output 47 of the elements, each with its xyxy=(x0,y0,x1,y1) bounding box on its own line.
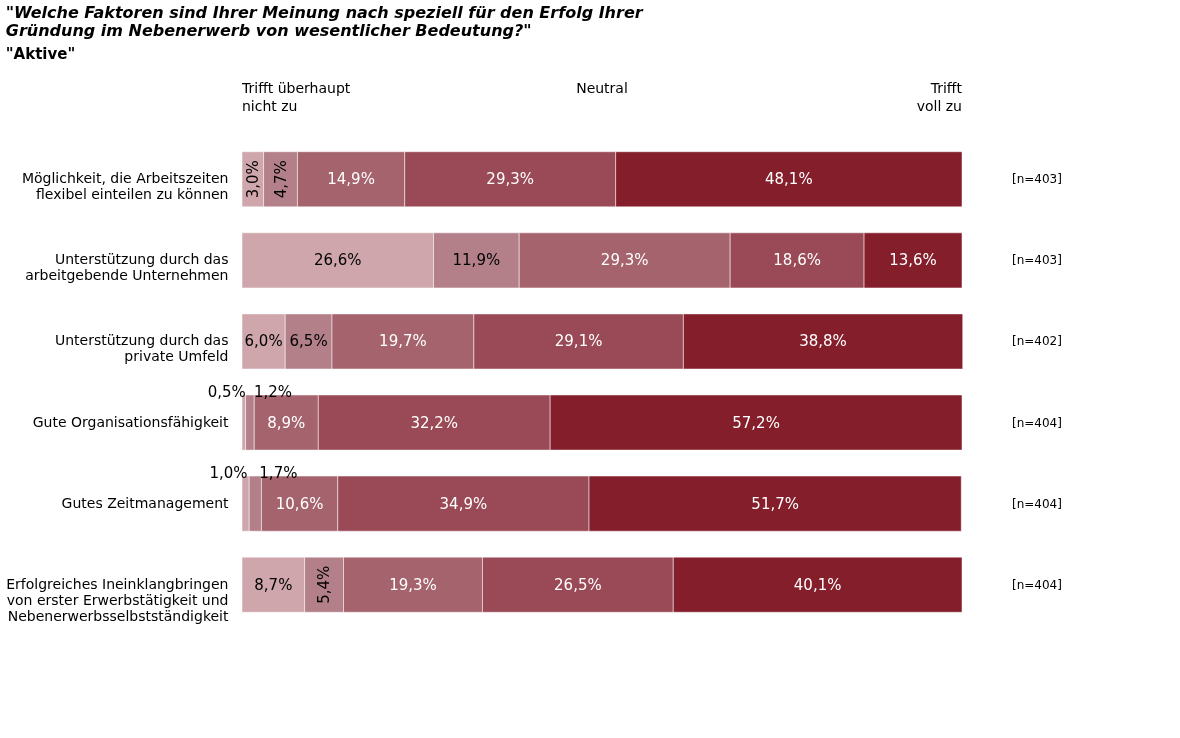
text: [n=403] xyxy=(1012,253,1062,268)
data-label: 3,0% xyxy=(243,160,262,199)
data-label: 29,3% xyxy=(486,170,535,189)
data-label: 1,7% xyxy=(259,463,298,482)
text: Trifft überhaupt nicht zu xyxy=(241,80,351,114)
data-label: 5,4% xyxy=(315,565,334,604)
data-label: 1,2% xyxy=(253,382,293,401)
data-label: 14,9% xyxy=(327,170,375,189)
text: Neutral xyxy=(576,80,628,96)
data-label: 4,7% xyxy=(271,160,290,199)
data-label: 57,2% xyxy=(732,413,780,432)
data-label: 6,5% xyxy=(289,332,328,351)
text: [n=404] xyxy=(1012,496,1062,511)
text: "Aktive" xyxy=(5,45,76,63)
text: Trifft voll zu xyxy=(916,80,963,114)
data-label: 10,6% xyxy=(275,494,324,513)
data-label: 48,1% xyxy=(765,170,813,189)
data-label: 13,6% xyxy=(889,251,937,270)
data-label: 29,3% xyxy=(600,251,649,270)
data-label: 19,7% xyxy=(379,332,427,351)
data-label: 18,6% xyxy=(773,251,821,270)
y-tick-label: Unterstützung durch das private Umfeld xyxy=(54,332,229,365)
y-tick-label: Gute Organisationsfähigkeit xyxy=(32,413,229,430)
data-label: 26,5% xyxy=(554,575,602,594)
chart-title: "Welche Faktoren sind Ihrer Meinung nach speziell für den Erfolg Ihrer Gründung im Nebenerwerb von wesentlicher Bedeutung?" xyxy=(5,3,644,40)
text: [n=403] xyxy=(1012,172,1062,187)
data-label: 29,1% xyxy=(554,332,603,351)
y-tick-label: Erfolgreiches Ineinklangbringen von erster Erwerbstätigkeit und Nebenerwerbsselbstständigkeit xyxy=(6,575,230,624)
data-label: 1,0% xyxy=(209,463,248,482)
y-tick-label: Unterstützung durch das arbeitgebende Unternehmen xyxy=(25,251,229,284)
data-label: 51,7% xyxy=(751,494,799,513)
text: [n=402] xyxy=(1012,334,1062,349)
data-label: 8,9% xyxy=(267,413,306,432)
y-tick-label: Möglichkeit, die Arbeitszeiten flexibel einteilen zu können xyxy=(21,170,229,203)
data-label: 26,6% xyxy=(313,251,362,270)
data-label: 0,5% xyxy=(207,382,246,401)
data-label: 38,8% xyxy=(799,332,847,351)
y-tick-label: Gutes Zeitmanagement xyxy=(61,494,230,511)
data-label: 34,9% xyxy=(439,494,488,513)
data-label: 8,7% xyxy=(254,575,293,594)
data-label: 6,0% xyxy=(244,332,283,351)
data-label: 11,9% xyxy=(452,251,501,270)
text: [n=404] xyxy=(1012,415,1062,430)
data-label: 32,2% xyxy=(410,413,459,432)
data-label: 40,1% xyxy=(793,575,842,594)
text: [n=404] xyxy=(1012,577,1062,592)
data-label: 19,3% xyxy=(389,575,437,594)
